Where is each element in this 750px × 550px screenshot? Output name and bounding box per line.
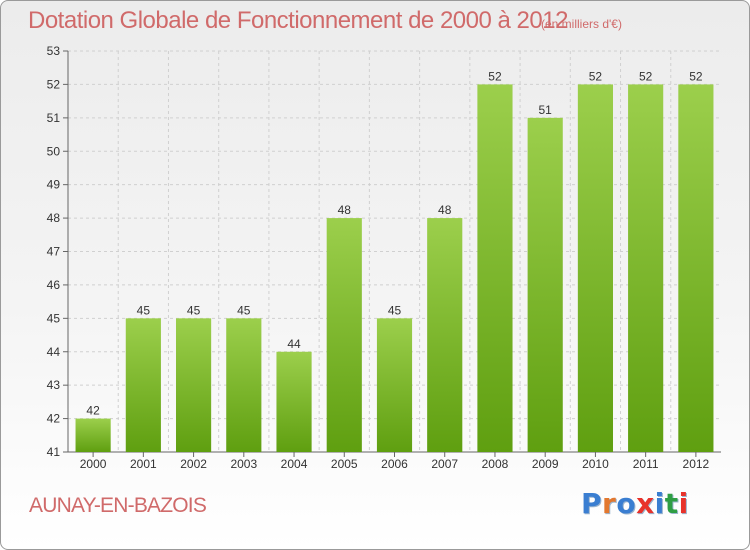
x-tick-label: 2012	[683, 457, 710, 471]
logo-letter: t	[664, 487, 679, 520]
bar-2010	[577, 84, 614, 453]
x-tick-label: 2004	[281, 457, 308, 471]
data-label: 52	[689, 69, 703, 83]
axes: 41 42 43 44 45 46 47 48 49 50 51 52 53 2000 2001 2002 20…	[47, 44, 721, 471]
commune-name: AUNAY-EN-BAZOIS	[29, 494, 207, 517]
y-tick-label: 41	[47, 445, 61, 459]
logo-letter: i	[654, 487, 665, 520]
bar-2009	[527, 117, 563, 452]
data-label: 48	[338, 203, 352, 217]
bar-2001	[125, 318, 161, 452]
y-tick-label: 45	[47, 311, 61, 325]
proxiti-logo[interactable]: Proxiti	[581, 487, 689, 520]
bar-2003	[226, 318, 262, 452]
bar-2007	[427, 218, 463, 452]
data-label: 45	[137, 303, 151, 317]
bar-2006	[376, 318, 413, 452]
x-tick-label: 2010	[582, 457, 609, 471]
data-labels: 42 45 45 45 44 48 45 48 52 51 52 52 52	[86, 69, 702, 417]
data-label: 52	[488, 69, 502, 83]
chart-unit: (en milliers d'€)	[541, 17, 622, 31]
data-label: 51	[539, 103, 553, 117]
bar-2008	[477, 84, 513, 453]
y-tick-label: 50	[47, 144, 61, 158]
data-label: 44	[287, 337, 301, 351]
logo-letter: r	[602, 487, 617, 520]
bar-2012	[678, 84, 714, 453]
x-tick-label: 2005	[331, 457, 358, 471]
data-label: 52	[589, 69, 603, 83]
x-tick-label: 2007	[431, 457, 458, 471]
x-tick-label: 2006	[381, 457, 408, 471]
x-tick-label: 2001	[130, 457, 157, 471]
data-label: 52	[639, 69, 653, 83]
y-tick-label: 52	[47, 77, 61, 91]
x-tick-label: 2002	[180, 457, 207, 471]
x-tick-label: 2008	[482, 457, 509, 471]
data-label: 45	[388, 303, 402, 317]
data-label: 48	[438, 203, 452, 217]
y-tick-label: 44	[47, 345, 61, 359]
x-tick-label: 2003	[230, 457, 257, 471]
y-tick-label: 51	[47, 111, 61, 125]
y-tick-label: 49	[47, 178, 61, 192]
x-tick-label: 2009	[532, 457, 559, 471]
y-tick-label: 46	[47, 278, 61, 292]
data-label: 45	[187, 303, 201, 317]
bar-2002	[175, 318, 212, 452]
bar-2004	[276, 351, 312, 452]
y-tick-label: 48	[47, 211, 61, 225]
bar-2005	[326, 218, 362, 452]
bar-2000	[75, 418, 111, 452]
x-tick-label: 2011	[633, 457, 659, 471]
y-tick-label: 47	[47, 245, 61, 259]
logo-letter: o	[616, 487, 637, 520]
y-tick-label: 43	[47, 378, 61, 392]
data-label: 42	[86, 404, 100, 418]
data-label: 45	[237, 303, 251, 317]
y-tick-label: 42	[47, 412, 61, 426]
chart-title: Dotation Globale de Fonctionnement de 20…	[28, 7, 568, 34]
logo-letter: P	[581, 487, 603, 520]
y-tick-label: 53	[47, 44, 61, 58]
bars	[75, 84, 714, 453]
logo-letter: i	[678, 487, 689, 520]
bar-2011	[628, 84, 664, 453]
x-tick-label: 2000	[80, 457, 107, 471]
logo-letter: x	[636, 487, 655, 520]
